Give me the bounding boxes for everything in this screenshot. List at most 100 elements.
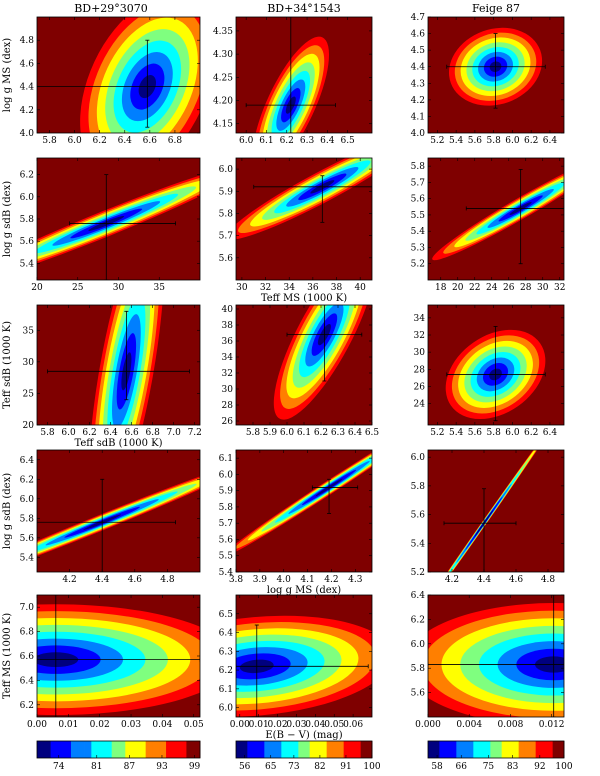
x-tick-label: 40	[354, 283, 366, 293]
column-title-3: Feige 87	[472, 2, 520, 15]
colorbar-tick-label: 100	[363, 762, 380, 772]
y-tick-label: 6.0	[219, 165, 234, 175]
colorbar-segment	[439, 741, 446, 758]
y-tick-label: 4.3	[411, 79, 426, 89]
y-tick-label: 6.4	[411, 591, 426, 601]
y-tick-label: 4.2	[411, 96, 425, 106]
x-tick-label: 5.8	[486, 136, 501, 146]
best-fit-crosshair	[286, 305, 363, 382]
x-tick-label: 6.2	[93, 136, 107, 146]
x-tick-label: 25	[72, 283, 84, 293]
y-tick-label: 5.4	[411, 227, 426, 237]
y-tick-label: 5.8	[411, 482, 426, 492]
colorbar-segment	[186, 741, 194, 758]
x-tick-label: 20	[31, 283, 43, 293]
y-tick-label: 5.6	[219, 254, 234, 264]
panel-1-1: 5.8 6.0 6.2 6.4 6.6 6.8 4.0 4.2 4.4 4.6 4.8 log g M…	[2, 16, 201, 146]
x-tick-label: 0.01	[58, 720, 78, 730]
x-tick-label: 6.0	[67, 136, 82, 146]
panel-1-2: 6.0 6.1 6.2 6.3 6.4 6.5 4.15 4.20 4.25 4.30 4.35	[213, 16, 373, 146]
y-tick-label: 5.2	[411, 260, 425, 270]
colorbar-tick-label: 87	[124, 762, 136, 772]
colorbar-segment	[445, 741, 452, 758]
panel-frame	[235, 449, 373, 573]
column-title-2: BD+34°1543	[267, 2, 341, 15]
best-fit-crosshair	[311, 478, 359, 514]
y-tick-label: 6.4	[20, 676, 35, 686]
x-tick-label: 30	[537, 283, 549, 293]
x-tick-label: 0.03	[121, 720, 141, 730]
x-tick-label: 4.2	[62, 575, 76, 585]
y-tick-label: 26	[414, 382, 426, 392]
column-title-1: BD+29°3070	[74, 2, 148, 15]
y-tick-label: 20	[23, 421, 35, 431]
y-tick-label: 5.8	[219, 503, 234, 513]
colorbar-segment	[321, 741, 328, 758]
y-tick-label: 5.4	[20, 553, 35, 563]
colorbar-tick-label: 92	[534, 762, 545, 772]
colorbar-segment	[77, 741, 85, 758]
y-tick-label: 5.7	[219, 232, 234, 242]
x-tick-label: 4.2	[324, 575, 338, 585]
y-tick-label: 5.6	[20, 237, 35, 247]
x-axis-label: log g MS (dex)	[267, 585, 342, 596]
colorbar-segment	[456, 741, 463, 758]
best-fit-crosshair	[446, 33, 546, 109]
y-tick-label: 5.7	[219, 519, 234, 529]
y-tick-label: 6.0	[20, 495, 35, 505]
panel-2-2: 30 32 34 36 38 40 5.6 5.7 5.8 5.9 6.0 Teff MS (1000…	[219, 157, 373, 304]
y-tick-label: 6.2	[20, 475, 34, 485]
y-tick-label: 6.0	[219, 470, 234, 480]
colorbar-frame	[36, 740, 201, 759]
x-tick-label: 3.8	[229, 575, 244, 585]
colorbar-tick-label: 81	[91, 762, 102, 772]
x-tick-label: 6.6	[143, 136, 158, 146]
y-tick-label: 6.5	[219, 610, 234, 620]
panel-4-3: 4.2 4.4 4.6 4.8 5.2 5.4 5.6 5.8 6.0	[411, 449, 565, 585]
best-fit-crosshair	[446, 326, 546, 422]
y-tick-label: 35	[23, 326, 35, 336]
colorbar-segment	[84, 741, 92, 758]
y-tick-label: 6.2	[411, 615, 425, 625]
colorbar-tick-label: 56	[239, 762, 251, 772]
colorbar-segment	[111, 741, 119, 758]
colorbar-segment	[507, 741, 514, 758]
x-tick-label: 6.3	[331, 428, 346, 438]
colorbar-segment	[343, 741, 350, 758]
y-tick-label: 38	[222, 321, 234, 331]
y-tick-label: 4.4	[20, 83, 35, 93]
y-tick-label: 5.8	[20, 514, 35, 524]
x-tick-label: 4.4	[95, 575, 110, 585]
colorbar-segment	[355, 741, 362, 758]
y-tick-label: 6.2	[20, 701, 34, 711]
colorbar-3: 58 66 75 83 92 100	[427, 740, 573, 772]
y-tick-label: 5.3	[411, 243, 426, 253]
x-tick-label: 4.8	[541, 575, 556, 585]
colorbar-segment	[98, 741, 106, 758]
panel-5-1: 0.00 0.01 0.02 0.03 0.04 0.05 6.2 6.4 6.6 6.8 7.0 T…	[2, 594, 204, 730]
y-tick-label: 6.1	[219, 454, 233, 464]
x-tick-label: 30	[113, 283, 125, 293]
y-tick-label: 5.8	[20, 215, 35, 225]
x-tick-label: 0.01	[249, 720, 269, 730]
panel-2-1: 20 25 30 35 5.4 5.6 5.8 6.0 6.2 log g sdB (dex)	[2, 157, 201, 293]
x-tick-label: 22	[469, 283, 480, 293]
panel-3-3: 5.2 5.4 5.6 5.8 6.0 6.2 6.4 24 26 28 30 32 34	[414, 304, 565, 438]
panel-frame	[36, 449, 201, 573]
y-tick-label: 34	[414, 314, 426, 324]
y-tick-label: 4.30	[213, 50, 233, 60]
x-tick-label: 0.02	[90, 720, 110, 730]
panel-frame	[427, 157, 565, 281]
x-tick-label: 0.012	[539, 720, 565, 730]
x-tick-label: 6.5	[365, 428, 380, 438]
colorbar-segment	[281, 741, 288, 758]
x-tick-label: 20	[452, 283, 464, 293]
colorbar-segment	[172, 741, 181, 758]
x-tick-label: 6.8	[146, 428, 161, 438]
colorbar-segment	[292, 741, 299, 758]
y-tick-label: 6.0	[20, 193, 35, 203]
y-tick-label: 32	[414, 331, 425, 341]
x-tick-label: 7.2	[188, 428, 202, 438]
best-fit-crosshair	[37, 478, 176, 572]
y-tick-label: 4.2	[20, 106, 34, 116]
